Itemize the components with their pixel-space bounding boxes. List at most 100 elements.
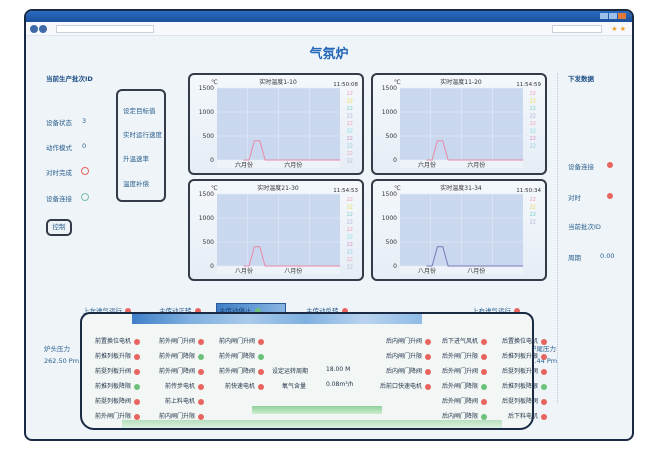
y-tick-label: 500 [386, 239, 398, 246]
temp-chart-21-30: 0 500 1000 1500 ℃ 实时温度21-30 11:54:53 八月份 八月份 22 22… [188, 179, 364, 281]
sync-done-label: 对时完成 [46, 169, 72, 177]
browser-toolbar: ★ ★ [26, 22, 632, 36]
legend-entry: 22 [347, 151, 353, 157]
data-point [474, 159, 476, 161]
menu-item-heat-rate[interactable]: 升温速率 [123, 155, 149, 163]
io-status-dot [134, 413, 140, 420]
status-4: 上右进气运行 [472, 305, 520, 315]
y-tick-label: 0 [393, 263, 397, 270]
unit-label: ℃ [394, 185, 401, 192]
data-point [437, 140, 438, 142]
unit-label: ℃ [211, 79, 218, 86]
io-label: 后挺列板降阀 [501, 398, 538, 405]
right-sync-indicator [607, 193, 613, 199]
period-setting-label: 设定运转周期 [272, 368, 309, 375]
data-point [431, 265, 433, 267]
y-tick-label: 1500 [382, 191, 397, 198]
data-point [275, 265, 277, 267]
menu-item-temp-comp[interactable]: 温度补偿 [123, 180, 149, 188]
io-label: 前上料电机 [164, 398, 195, 405]
x-tick-label: 六月份 [467, 161, 485, 169]
minimize-button[interactable] [600, 13, 608, 19]
forward-icon[interactable] [39, 25, 47, 33]
status-indicator [125, 308, 131, 314]
io-indicator: 后外闸门降限 [412, 381, 487, 390]
data-point [517, 265, 519, 267]
io-label: 前挺列板升阀 [94, 368, 131, 375]
data-point [495, 159, 497, 161]
io-indicator: 后下进气风机 [412, 336, 487, 345]
legend-entry: 22 [347, 159, 353, 165]
data-point [474, 265, 476, 267]
data-point [286, 159, 287, 161]
io-indicator: 后挺列板升阀 [472, 366, 547, 375]
control-button[interactable]: 控制 [46, 219, 72, 236]
io-indicator: 前快速电机 [189, 381, 264, 390]
x-tick-label: 八月份 [467, 267, 485, 275]
data-point [248, 159, 250, 161]
legend-entry: 22 [530, 136, 536, 142]
data-point [334, 159, 336, 161]
y-tick-label: 1000 [199, 215, 214, 222]
y-tick-label: 0 [210, 263, 214, 270]
io-status-dot [258, 368, 264, 375]
address-bar[interactable] [56, 25, 154, 33]
io-status-dot [198, 413, 204, 420]
legend-entry: 22 [530, 91, 536, 97]
menu-item-speed[interactable]: 实时运行速度 [123, 131, 162, 139]
data-point [511, 265, 513, 267]
furnace-body: 设定运转周期 18.00 M 氧气含量 0.08m³/h 前置换位电机 前推列板升… [80, 312, 547, 430]
status-label: 主传动反转 [306, 307, 339, 315]
favorites-icon[interactable]: ★ ★ [611, 25, 626, 33]
conn-indicator [81, 193, 89, 201]
close-button[interactable] [618, 13, 626, 19]
io-label: 前外闸门降阀 [218, 368, 255, 375]
io-label: 后下料电机 [507, 413, 538, 420]
menu-item-target[interactable]: 设定目标值 [123, 107, 156, 115]
data-point [458, 265, 460, 267]
data-point [442, 140, 444, 142]
status-indicator [194, 308, 201, 314]
legend-entry: 22 [530, 114, 536, 120]
data-point [323, 265, 325, 267]
data-point [447, 159, 449, 161]
data-point [463, 265, 465, 267]
head-pressure-label: 炉头压力 [44, 345, 70, 353]
status-value: 3 [82, 117, 87, 125]
data-point [501, 159, 503, 161]
batch-id-label: 当前生产批次ID [46, 75, 93, 83]
current-batch-label: 当前批次ID [568, 223, 601, 231]
conveyor-bar [252, 406, 382, 414]
back-icon[interactable] [30, 25, 38, 33]
io-status-dot [258, 353, 264, 360]
head-pressure-value: 262.50 Pm [44, 357, 80, 365]
period-setting-value: 18.00 M [326, 366, 351, 373]
data-point [312, 159, 314, 161]
data-point [479, 159, 481, 161]
io-status-dot [134, 353, 140, 360]
maximize-button[interactable] [609, 13, 617, 19]
data-point [479, 265, 481, 267]
x-tick-label: 八月份 [235, 267, 253, 275]
data-point [506, 265, 508, 267]
data-point [469, 159, 470, 161]
io-status-dot [198, 398, 204, 405]
data-point [259, 246, 261, 248]
io-label: 前外闸门降限 [158, 353, 195, 360]
io-label: 前内闸门升限 [158, 413, 195, 420]
io-status-dot [134, 338, 140, 345]
chart-title: 实时温度31-34 [440, 184, 482, 192]
status-label: 主传动停止 [219, 307, 252, 315]
search-input[interactable] [552, 25, 602, 33]
io-label: 后内闸门升限 [385, 353, 422, 360]
data-point [447, 265, 449, 267]
io-indicator: 前推列板升限 [65, 351, 140, 360]
io-status-dot [541, 338, 547, 345]
io-label: 前外闸门降阀 [158, 368, 195, 375]
chart-time: 11:50:08 [333, 82, 358, 88]
unit-label: ℃ [394, 79, 401, 86]
period-label: 周期 [568, 254, 581, 262]
legend-entry: 22 [530, 99, 536, 105]
data-point [522, 159, 524, 161]
io-indicator: 前挺列板升阀 [65, 366, 140, 375]
